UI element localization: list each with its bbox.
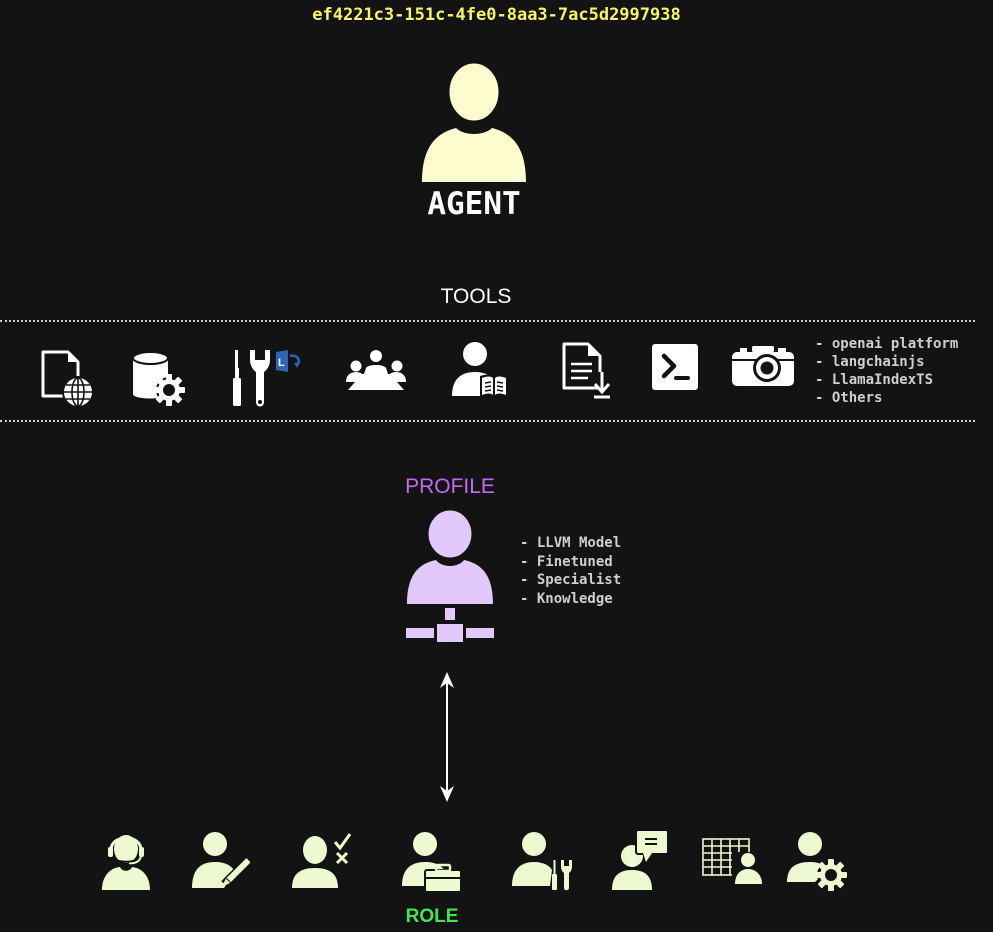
user-settings-icon <box>787 832 847 891</box>
tools-platform-item: - LlamaIndexTS <box>815 372 934 388</box>
tools-label: TOOLS <box>440 285 512 308</box>
role-label: ROLE <box>405 906 459 927</box>
document-download-icon <box>562 342 616 399</box>
web-document-icon <box>41 350 94 408</box>
database-settings-icon <box>132 351 185 406</box>
profile-item: - Knowledge <box>520 590 613 607</box>
diagram-id-text: ef4221c3-151c-4fe0-8aa3-7ac5d2997938 <box>312 5 681 25</box>
camera-icon <box>732 346 794 386</box>
terminal-icon <box>652 344 698 390</box>
svg-text:L: L <box>278 357 285 369</box>
user-approve-reject-icon <box>292 833 352 888</box>
tools-platform-item: - langchainjs <box>815 354 925 370</box>
user-tools-icon <box>512 832 572 891</box>
tools-divider-top <box>0 320 975 322</box>
user-edit-icon <box>192 832 250 888</box>
support-agent-icon <box>102 835 150 890</box>
agent-label: AGENT <box>427 186 521 222</box>
user-briefcase-icon <box>402 832 462 892</box>
tools-platform-list: - openai platform - langchainjs - LlamaI… <box>815 335 958 407</box>
sharepoint-tools-icon: L <box>233 350 301 407</box>
agent-user-icon <box>422 60 526 182</box>
team-meeting-icon <box>346 350 406 390</box>
user-chat-icon <box>612 830 669 890</box>
profile-item: - Specialist <box>520 572 622 588</box>
profile-label: PROFILE <box>405 475 495 498</box>
bidirectional-arrow <box>440 672 454 802</box>
profile-items-list: - LLVM Model - Finetuned - Specialist - … <box>520 534 621 608</box>
user-spreadsheet-icon <box>702 838 764 886</box>
user-reading-icon <box>452 342 508 398</box>
tools-platform-item: - Others <box>815 390 883 406</box>
tools-divider-bottom <box>0 420 975 422</box>
profile-item: - LLVM Model <box>520 535 622 551</box>
profile-user-hierarchy-icon <box>406 508 494 642</box>
profile-item: - Finetuned <box>520 553 613 570</box>
tools-platform-item: - openai platform <box>815 336 959 352</box>
